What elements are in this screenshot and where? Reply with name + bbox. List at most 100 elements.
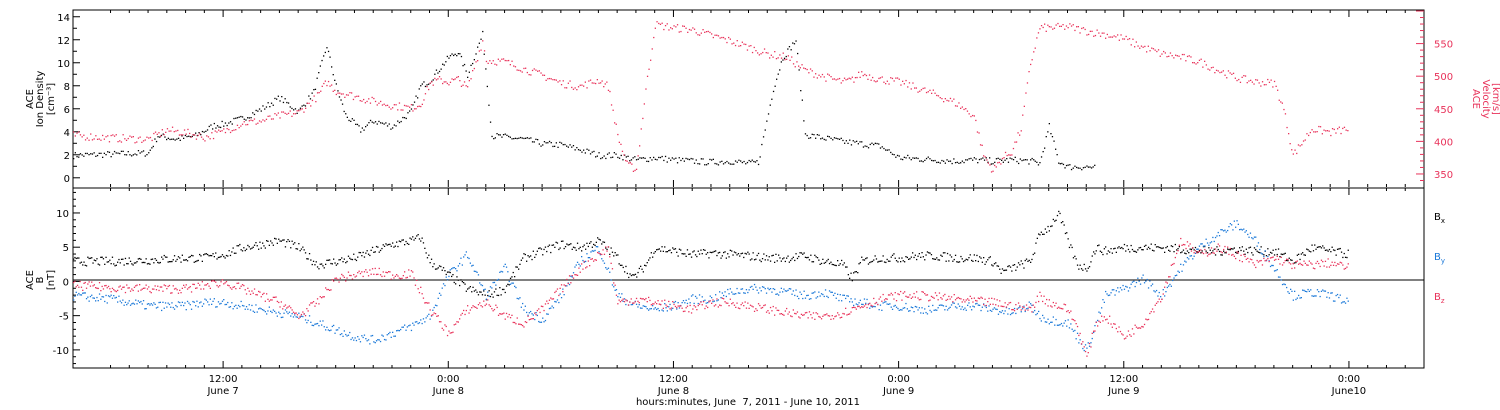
bx-point: [799, 252, 801, 254]
bx-point: [453, 281, 455, 284]
bx-point: [83, 261, 85, 263]
bx-point: [782, 258, 784, 260]
ion-density-point: [360, 131, 362, 133]
by-point: [980, 309, 982, 312]
velocity-point: [429, 82, 431, 84]
by-point: [186, 300, 189, 303]
bz-point: [185, 284, 187, 286]
bz-point: [808, 311, 811, 313]
velocity-point: [1313, 131, 1315, 133]
bx-point: [433, 263, 435, 265]
bx-point: [568, 243, 571, 246]
by-point: [733, 293, 736, 295]
x-tick-date-label: June10: [1331, 386, 1367, 397]
ion-density-point: [953, 158, 955, 160]
ion-density-point: [1009, 157, 1011, 159]
ion-density-point: [361, 127, 363, 129]
velocity-point: [653, 36, 655, 39]
bz-point: [382, 271, 384, 273]
bz-point: [514, 321, 516, 324]
bz-point: [532, 318, 534, 320]
ion-density-point: [1092, 166, 1094, 168]
velocity-point: [890, 77, 892, 79]
by-point: [971, 309, 973, 311]
bz-point: [733, 304, 736, 306]
bz-point: [245, 293, 248, 295]
ion-density-point: [625, 156, 627, 158]
bz-point: [1314, 268, 1316, 270]
by-point: [331, 325, 333, 328]
by-point: [1137, 277, 1139, 279]
bz-point: [299, 315, 301, 317]
bx-series: [73, 210, 1349, 301]
ion-density-point: [1044, 147, 1046, 149]
by-point: [731, 291, 733, 293]
bz-point: [922, 291, 924, 293]
velocity-point: [1064, 28, 1066, 30]
bx-point: [378, 251, 380, 253]
bz-point: [735, 306, 737, 308]
bz-point: [1343, 268, 1345, 270]
by-point: [1249, 232, 1252, 234]
ion-density-point: [1086, 165, 1088, 167]
bx-point: [1067, 238, 1069, 240]
ion-density-point: [369, 119, 372, 122]
velocity-point: [1326, 130, 1329, 132]
by-point: [1196, 248, 1198, 250]
bz-point: [944, 293, 946, 296]
ion-density-point: [750, 160, 752, 163]
bz-point: [668, 300, 670, 303]
velocity-point: [1089, 30, 1091, 32]
bz-point: [812, 312, 815, 314]
bz-point: [401, 277, 403, 279]
ion-density-point: [859, 141, 861, 143]
velocity-point: [513, 65, 515, 67]
bz-point: [700, 301, 702, 303]
bx-point: [455, 283, 457, 285]
velocity-point: [820, 76, 822, 78]
by-point: [251, 304, 253, 307]
bz-point: [798, 316, 800, 318]
by-point: [339, 333, 341, 336]
velocity-point: [207, 136, 210, 138]
bz-point: [698, 303, 701, 305]
bz-point: [515, 323, 517, 325]
by-point: [418, 322, 421, 324]
bz-point: [660, 303, 662, 306]
bx-point: [650, 252, 652, 254]
bz-point: [373, 273, 375, 275]
velocity-point: [998, 161, 1000, 164]
velocity-point: [1082, 27, 1085, 29]
bx-point: [846, 266, 848, 268]
bx-point: [775, 253, 777, 255]
bx-point: [241, 250, 244, 252]
by-point: [942, 305, 945, 307]
bz-point: [440, 321, 442, 323]
bz-point: [1269, 257, 1272, 259]
bx-point: [223, 255, 225, 258]
velocity-point: [629, 162, 631, 164]
bx-point: [723, 251, 725, 254]
bz-point: [333, 280, 335, 282]
velocity-point: [1270, 79, 1272, 81]
by-point: [802, 297, 804, 300]
bz-point: [449, 332, 451, 334]
bz-point: [354, 276, 356, 278]
bx-point: [300, 248, 303, 250]
bz-point: [251, 290, 253, 292]
bz-point: [670, 307, 673, 309]
by-point: [566, 285, 568, 287]
ion-density-point: [642, 157, 644, 159]
velocity-point: [342, 93, 344, 95]
by-point: [223, 299, 225, 301]
bx-point: [335, 264, 337, 266]
by-point: [622, 300, 624, 302]
by-point: [1059, 324, 1061, 326]
bx-point: [123, 264, 125, 266]
velocity-point: [475, 61, 477, 63]
by-point: [1111, 289, 1113, 291]
velocity-point: [1065, 25, 1068, 27]
by-point: [1011, 312, 1013, 315]
velocity-point: [525, 67, 527, 69]
ion-density-point: [196, 134, 198, 137]
